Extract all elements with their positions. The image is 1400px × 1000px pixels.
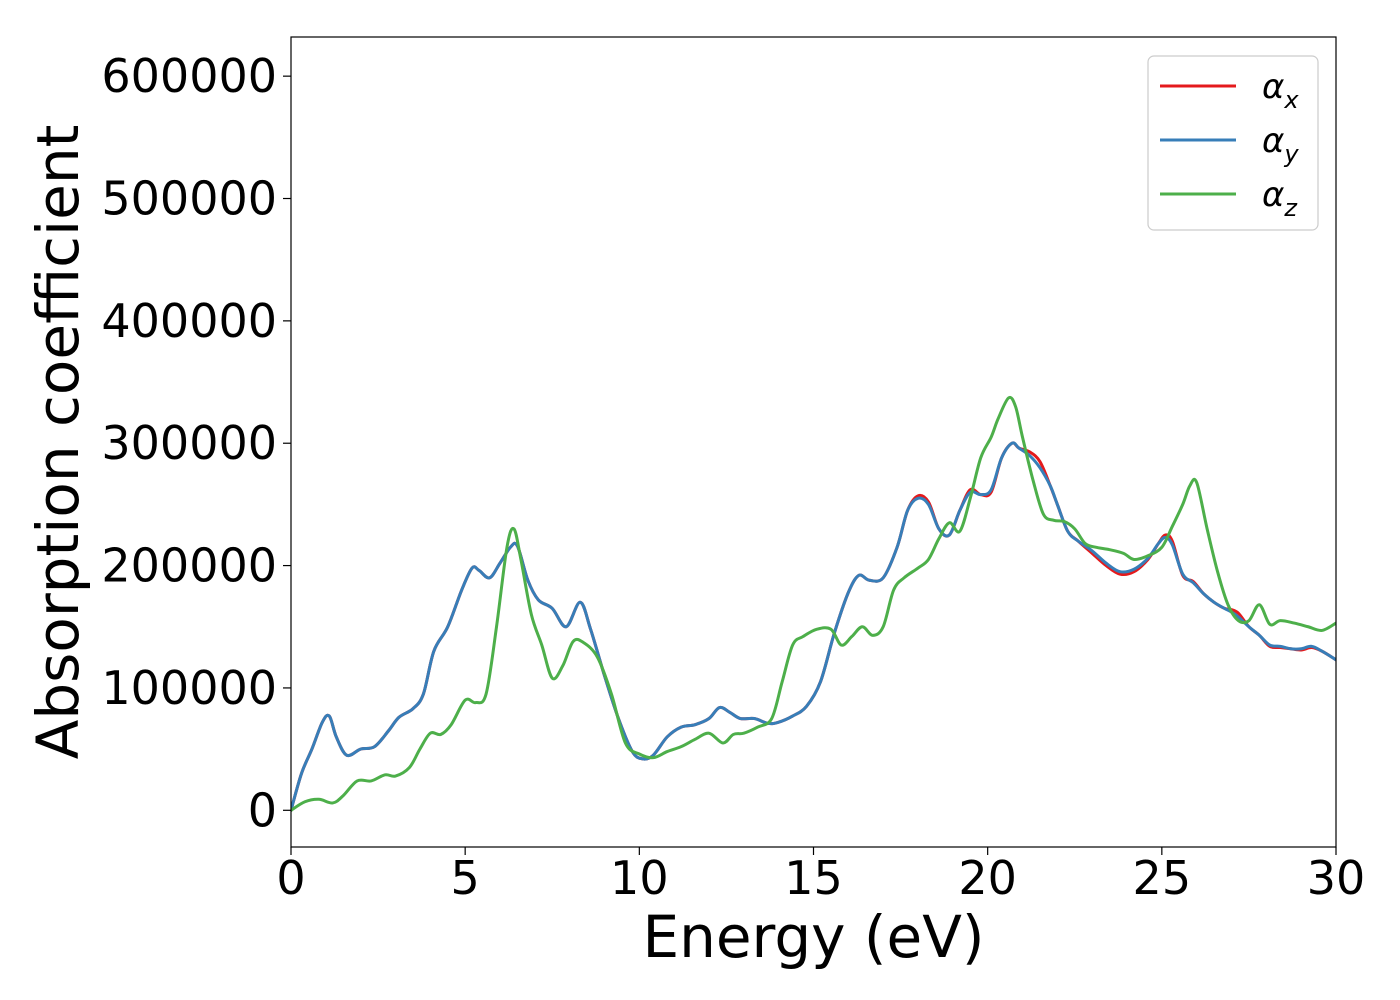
x-tick-label: 25: [1133, 851, 1192, 905]
legend-box: [1147, 55, 1319, 231]
x-tick-label: 0: [276, 851, 305, 905]
x-tick-label: 10: [610, 851, 669, 905]
y-tick-label: 200000: [101, 539, 277, 593]
x-tick-label: 15: [784, 851, 843, 905]
series-line-y: [291, 441, 1336, 812]
series-layer: [291, 395, 1336, 812]
y-tick-label: 400000: [101, 294, 277, 348]
legend-label-y: αy: [1262, 121, 1299, 168]
x-axis-title: Energy (eV): [642, 903, 984, 971]
y-axis-title: Absorption coefficient: [24, 125, 92, 760]
y-tick-label: 0: [248, 783, 277, 837]
y-tick-label: 500000: [101, 172, 277, 226]
x-tick-label: 5: [451, 851, 480, 905]
x-tick-label: 20: [958, 851, 1017, 905]
legend: αx αy αz: [1147, 55, 1319, 231]
y-tick-label: 300000: [101, 416, 277, 470]
y-tick-label: 100000: [101, 661, 277, 715]
legend-label-x: αx: [1262, 67, 1299, 114]
series-line-z: [291, 395, 1336, 812]
legend-label-z: αz: [1262, 175, 1298, 222]
y-axis: 0 100000 200000 300000 400000 500000 600000: [101, 49, 291, 837]
x-axis: 0 5 10 15 20 25 30: [276, 847, 1365, 905]
x-tick-label: 30: [1307, 851, 1366, 905]
y-tick-label: 600000: [101, 49, 277, 103]
